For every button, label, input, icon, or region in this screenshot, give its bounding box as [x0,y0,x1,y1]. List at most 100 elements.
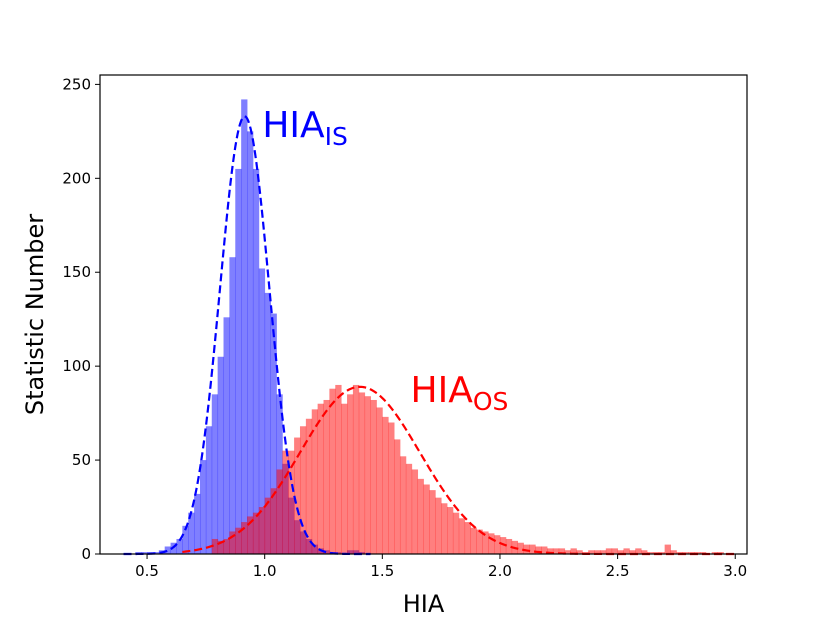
histogram-bar-os [458,518,466,554]
series-label-os-main: HIA [411,370,474,411]
histogram-bar-os [305,418,313,554]
histogram-bar-os [470,527,477,554]
histogram-bar-os [364,396,371,554]
series-label-is-sub: IS [325,122,348,151]
histogram-bar-is [270,313,277,554]
histogram-bar-is [241,99,248,554]
x-tick-label: 1.5 [370,562,394,580]
histogram-bar-os [352,384,360,554]
histogram-bar-os [323,399,330,554]
histogram-bar-os [411,469,419,554]
histogram-bar-os [370,399,377,554]
histogram-bar-os [611,548,618,554]
histogram-bar-is [247,131,254,554]
histogram-bar-os [299,426,307,554]
histogram-bar-os [670,550,677,554]
series-label-os: HIAOS [411,370,509,416]
histogram-bar-os [388,422,395,554]
histogram-bar-os [223,538,230,554]
x-tick-label: 2.5 [606,562,630,580]
histogram-bar-os [605,548,613,554]
histogram-bar-os [247,516,254,554]
histogram-bar-os [252,512,260,554]
histogram-bar-os [558,548,566,554]
histogram-bar-os [241,522,248,554]
histogram-bar-os [417,478,424,554]
histogram-bar-os [335,384,342,554]
histogram-bar-is [199,460,207,554]
histogram-bar-os [264,497,271,554]
histogram-bar-os [623,548,630,554]
x-axis-title: HIA [403,590,445,618]
histogram-bar-os [270,488,277,554]
histogram-bar-is [217,356,224,554]
histogram-bar-os [276,469,283,554]
histogram-bar-os [529,544,536,554]
y-axis-title: Statistic Number [21,214,49,415]
histogram-bar-os [647,552,654,554]
histogram-bar-os [517,542,524,554]
histogram-bar-os [464,522,471,554]
histogram-bar-os [499,537,507,554]
histogram-bar-os [258,507,266,554]
histogram-bar-os [341,403,348,554]
histogram-bar-os [552,548,560,554]
histogram-bar-os [429,490,436,554]
histogram-bar-os [405,463,413,554]
histogram-bar-is [152,552,160,554]
histogram-bar-is [194,493,201,554]
y-tick-label: 150 [62,263,91,281]
histogram-bar-is [235,168,242,554]
histogram-bar-os [482,531,489,554]
histogram-bar-os [317,403,324,554]
histogram-bar-os [441,503,448,554]
histogram-bar-os [452,512,460,554]
histogram-bar-is [223,317,230,554]
histogram-bar-is [205,426,213,554]
y-tick-label: 0 [81,545,91,563]
histogram-bar-is [176,538,183,554]
histogram-bar-os [294,437,301,554]
histogram-bar-is [252,168,260,554]
series-label-is: HIAIS [262,105,348,151]
histogram-bar-os [329,388,336,554]
histogram-bar-os [505,538,513,554]
histogram-bar-os [394,439,401,554]
histogram-bar-os [617,550,624,554]
histogram-bar-os [399,456,407,554]
histogram-bar-is [182,525,189,554]
y-tick-label: 100 [62,357,91,375]
histogram-bar-os [217,540,224,554]
x-tick-label: 0.5 [135,562,159,580]
histogram-bar-os [523,544,530,554]
histogram-bar-os [235,527,242,554]
series-label-is-main: HIA [262,105,325,146]
histogram-bar-os [594,550,601,554]
histogram-bars-layer [135,99,724,554]
histogram-bar-is [170,542,177,554]
x-tick-label: 1.0 [253,562,277,580]
plot-frame [99,74,748,555]
histogram-bar-os [541,546,548,554]
histogram-bar-os [311,409,319,554]
histogram-bar-os [535,546,542,554]
histogram-bar-is [141,552,148,554]
histogram-bar-os [494,535,501,554]
x-tick-label: 2.0 [488,562,512,580]
histogram-bar-is [188,512,195,554]
x-tick-label: 3.0 [723,562,747,580]
histogram-bar-is [229,257,236,554]
histogram-bar-os [547,548,554,554]
fit-curve-is [123,115,371,556]
histogram-bar-os [435,497,442,554]
histogram-bar-os [211,538,219,554]
histogram-bar-os [447,507,454,554]
histogram-bar-os [576,550,583,554]
histogram-bar-os [599,550,607,554]
histogram-bar-is [258,268,266,554]
histogram-bar-os [423,484,430,554]
histogram-bar-os [288,450,295,554]
histogram-bar-os [476,529,483,554]
histogram-bar-is [164,546,171,554]
